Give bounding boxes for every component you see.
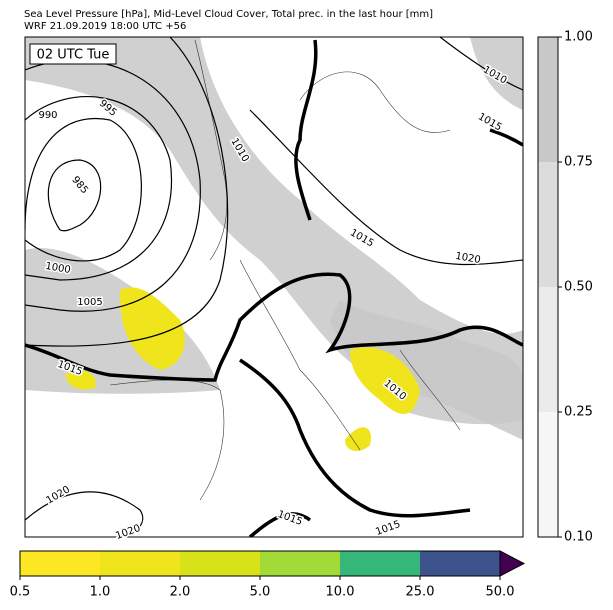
colorbar-tick-label: 5.0 [250,585,271,600]
isobar-thick [489,128,523,147]
isobar [47,159,102,232]
isobar-thick [248,512,312,537]
isobar [25,96,172,281]
colorbar-tick-label: 1.00 [564,30,593,45]
colorbar-band [100,551,180,576]
subtitle: WRF 21.09.2019 18:00 UTC +56 [24,21,186,32]
isobar-thick [25,272,523,382]
colorbar-tick-label: 0.75 [564,155,593,170]
colorbar-band [20,551,100,576]
isobar-label: 1005 [77,297,102,308]
isobar [25,118,142,262]
cloud-area [470,37,523,110]
colorbar-band [538,287,558,412]
colorbar-tick-label: 50.0 [486,585,515,600]
colorbar-band [180,551,260,576]
isobar [249,109,523,266]
colorbar-band [260,551,340,576]
colorbar-band [538,412,558,537]
cloud-area [330,300,523,425]
precip-area [350,347,420,414]
isobar [439,37,523,91]
colorbar-band [538,162,558,287]
title: Sea Level Pressure [hPa], Mid-Level Clou… [24,9,433,20]
colorbar-tick-label: 0.25 [564,405,593,420]
isobar [25,37,229,347]
isobar-thick [294,39,318,221]
colorbar-tick-label: 0.50 [564,280,593,295]
colorbar-tick-label: 2.0 [170,585,191,600]
precip-area [345,427,371,452]
map-area: 02 UTC Tue [24,36,524,538]
colorbar-tick-label: 0.5 [10,585,31,600]
colorbar-tick-label: 10.0 [326,585,355,600]
isobar [25,491,144,537]
time-label-box [29,43,117,65]
precip-area [119,287,185,370]
colorbar-extend [499,550,526,577]
colorbar-band [340,551,420,576]
colorbar-tick-label: 25.0 [406,585,435,600]
coastline [109,39,461,501]
colorbar-band [420,551,500,576]
isobar-label: 990 [38,110,57,121]
precip-area [65,370,96,390]
colorbar-band [538,37,558,162]
colorbar-tick-label: 1.0 [90,585,111,600]
colorbar-tick-label: 0.10 [564,530,593,545]
isobar-thick [239,358,471,518]
time-label: 02 UTC Tue [37,48,110,63]
